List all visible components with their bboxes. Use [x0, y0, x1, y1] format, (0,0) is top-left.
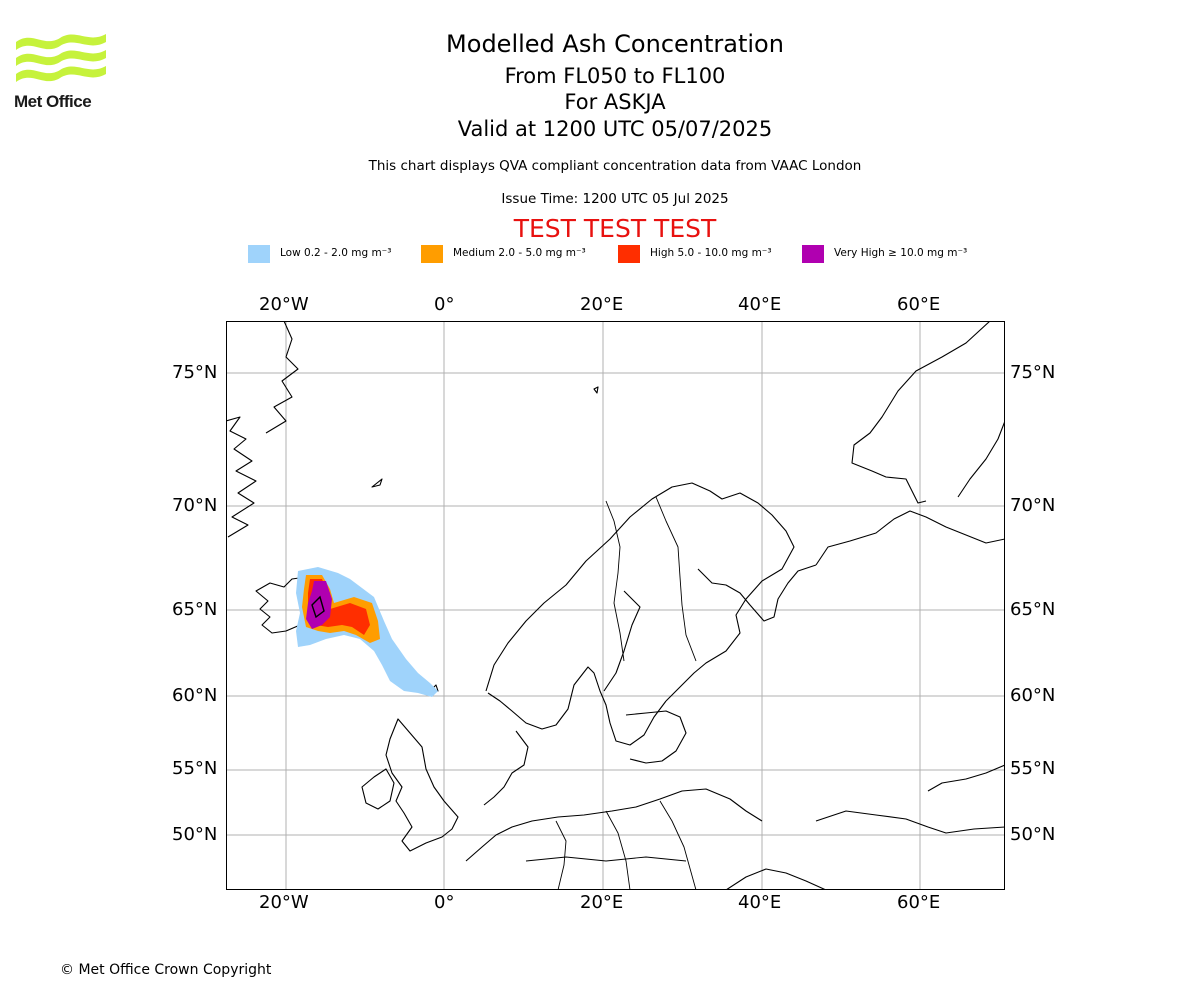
lon-tick-bottom: 20°E: [580, 892, 624, 913]
lon-tick-top: 40°E: [738, 294, 782, 315]
lat-tick-left: 60°N: [172, 685, 218, 706]
legend-swatch-low: [248, 245, 270, 263]
lat-tick-right: 60°N: [1010, 685, 1056, 706]
coastlines: [226, 321, 1005, 890]
legend-swatch-high: [618, 245, 640, 263]
ash-plume: [296, 567, 438, 697]
lon-tick-top: 0°: [434, 294, 455, 315]
volcano-name: For ASKJA: [564, 90, 666, 114]
flight-level-range: From FL050 to FL100: [504, 64, 726, 88]
ash-map: [226, 321, 1005, 890]
lat-tick-left: 55°N: [172, 758, 218, 779]
lon-tick-bottom: 60°E: [897, 892, 941, 913]
lon-tick-top: 20°E: [580, 294, 624, 315]
chart-title: Modelled Ash Concentration: [446, 30, 784, 58]
legend-label-medium: Medium 2.0 - 5.0 mg m⁻³: [453, 247, 586, 259]
lon-tick-bottom: 0°: [434, 892, 455, 913]
legend-label-high: High 5.0 - 10.0 mg m⁻³: [650, 247, 772, 259]
legend-swatch-very-high: [802, 245, 824, 263]
met-office-logo-icon: [16, 34, 106, 82]
legend-label-very-high: Very High ≥ 10.0 mg m⁻³: [834, 247, 968, 259]
lat-tick-right: 55°N: [1010, 758, 1056, 779]
map-frame: [226, 321, 1005, 890]
ash-very-high-region: [306, 581, 332, 629]
met-office-logo-text: Met Office: [14, 92, 92, 111]
lat-tick-right: 75°N: [1010, 362, 1056, 383]
legend-swatch-medium: [421, 245, 443, 263]
lat-tick-right: 50°N: [1010, 824, 1056, 845]
lat-tick-left: 70°N: [172, 495, 218, 516]
test-banner: TEST TEST TEST: [513, 214, 717, 243]
legend-label-low: Low 0.2 - 2.0 mg m⁻³: [280, 247, 392, 259]
lon-tick-bottom: 40°E: [738, 892, 782, 913]
lat-tick-right: 70°N: [1010, 495, 1056, 516]
map-gridlines: [226, 321, 1005, 890]
lat-tick-left: 75°N: [172, 362, 218, 383]
lon-tick-top: 20°W: [259, 294, 309, 315]
lon-tick-top: 60°E: [897, 294, 941, 315]
lat-tick-left: 50°N: [172, 824, 218, 845]
lat-tick-right: 65°N: [1010, 599, 1056, 620]
valid-time: Valid at 1200 UTC 05/07/2025: [457, 117, 773, 141]
compliance-note: This chart displays QVA compliant concen…: [368, 158, 862, 174]
volcano-marker-icon: [311, 595, 325, 619]
issue-time: Issue Time: 1200 UTC 05 Jul 2025: [501, 191, 729, 207]
lon-tick-bottom: 20°W: [259, 892, 309, 913]
copyright-notice: © Met Office Crown Copyright: [60, 962, 272, 978]
lat-tick-left: 65°N: [172, 599, 218, 620]
